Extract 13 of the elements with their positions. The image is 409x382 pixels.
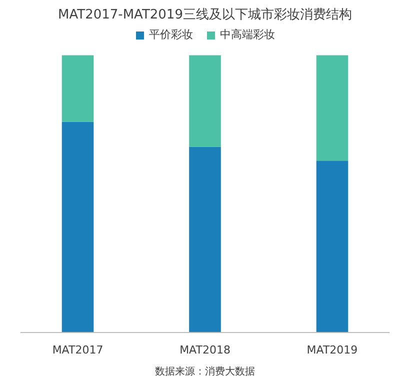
x-tick-label: MAT2019	[306, 344, 358, 356]
source-note: 数据来源：消费大数据	[155, 366, 255, 378]
chart-title: MAT2017-MAT2019三线及以下城市彩妆消费结构	[58, 8, 352, 22]
bar	[62, 55, 94, 122]
x-tick-label: MAT2018	[180, 344, 230, 356]
bar	[62, 122, 94, 332]
x-tick-label: MAT2017	[52, 344, 104, 356]
legend-label: 中高端彩妆	[220, 27, 275, 42]
bar	[189, 55, 221, 147]
bar	[316, 160, 348, 332]
legend-label: 平价彩妆	[149, 27, 193, 42]
bar	[189, 146, 221, 332]
bar	[316, 55, 348, 161]
